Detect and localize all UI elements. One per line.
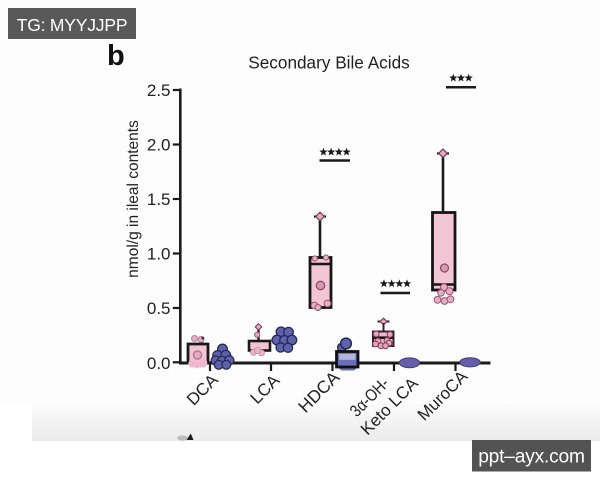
- svg-text:2.5: 2.5: [147, 81, 171, 100]
- svg-text:0.0: 0.0: [147, 354, 171, 373]
- svg-text:2.0: 2.0: [147, 136, 171, 155]
- svg-text:1.5: 1.5: [147, 190, 171, 209]
- svg-text:Secondary Bile Acids: Secondary Bile Acids: [248, 53, 409, 73]
- svg-text:ppt–ayx.com: ppt–ayx.com: [478, 447, 585, 468]
- svg-text:TG: MYYJJPP: TG: MYYJJPP: [17, 15, 128, 35]
- svg-text:b: b: [107, 40, 125, 72]
- svg-text:nmol/g in ileal contents: nmol/g in ileal contents: [125, 120, 142, 278]
- svg-text:1.0: 1.0: [147, 245, 171, 264]
- svg-text:0.5: 0.5: [147, 299, 171, 318]
